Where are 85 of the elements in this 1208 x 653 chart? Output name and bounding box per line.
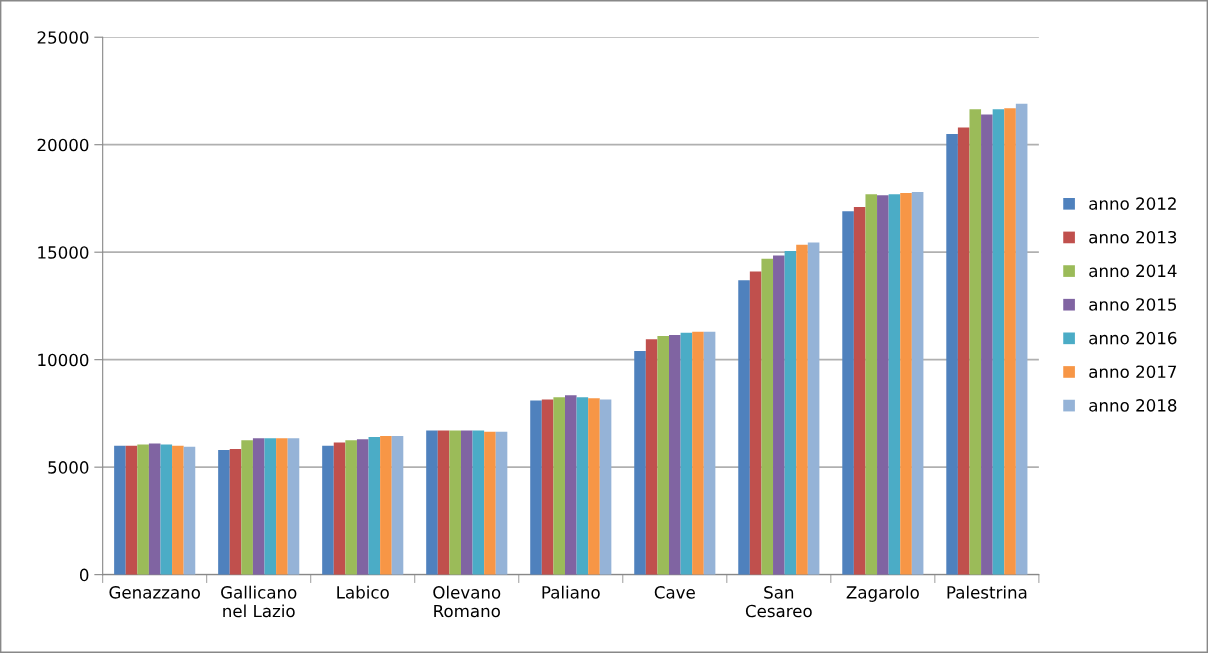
bar xyxy=(160,444,173,575)
bar xyxy=(842,211,854,575)
bar xyxy=(564,395,577,575)
bar xyxy=(380,435,392,575)
bar xyxy=(888,194,901,575)
bar xyxy=(541,399,554,575)
legend-label: anno 2012 xyxy=(1089,197,1176,210)
bar xyxy=(877,195,889,575)
bar xyxy=(900,193,912,575)
bar xyxy=(460,430,473,575)
y-tick-label: 0 xyxy=(79,568,89,582)
bar xyxy=(148,443,161,575)
bar xyxy=(472,430,485,575)
bar xyxy=(599,399,612,575)
bar xyxy=(345,440,357,575)
legend-label: anno 2014 xyxy=(1089,264,1177,278)
x-tick-label: Cave xyxy=(654,586,695,599)
bar xyxy=(218,449,230,575)
bar xyxy=(957,127,970,575)
legend-label: anno 2017 xyxy=(1089,365,1177,379)
x-tick-label: San Cesareo xyxy=(745,586,812,618)
x-tick-label: Olevano Romano xyxy=(433,585,501,618)
bar xyxy=(391,435,404,575)
bar xyxy=(1015,103,1028,575)
bar xyxy=(241,440,253,575)
bar xyxy=(703,331,716,575)
bar xyxy=(692,331,704,575)
bar xyxy=(322,445,334,575)
bar xyxy=(865,194,878,575)
bar xyxy=(252,438,265,575)
bar xyxy=(553,397,565,575)
x-tick-label: Labico xyxy=(337,585,389,599)
bar xyxy=(356,439,369,575)
bar xyxy=(576,397,589,575)
y-tick-label: 10000 xyxy=(38,353,89,367)
y-tick-label: 15000 xyxy=(38,246,89,259)
bar xyxy=(114,445,126,575)
bar xyxy=(125,445,138,575)
y-tick-label: 20000 xyxy=(37,138,89,152)
bar xyxy=(680,332,693,575)
bar xyxy=(333,442,346,575)
bar xyxy=(426,430,438,575)
legend-label: anno 2013 xyxy=(1089,230,1177,244)
bar xyxy=(645,339,658,575)
x-tick-label: Paliano xyxy=(542,585,600,599)
bar xyxy=(657,336,670,575)
y-tick-label: 25000 xyxy=(37,31,89,44)
bar xyxy=(437,430,450,575)
bar xyxy=(761,258,774,575)
bar xyxy=(634,351,646,575)
bar xyxy=(137,444,149,575)
bar xyxy=(784,251,797,575)
bar xyxy=(749,271,762,575)
bar xyxy=(276,438,288,575)
legend-label: anno 2018 xyxy=(1089,399,1177,412)
bar xyxy=(946,133,958,575)
x-tick-label: Palestrina xyxy=(947,585,1027,599)
bar xyxy=(1004,108,1016,575)
bar xyxy=(287,438,300,575)
bar xyxy=(969,109,982,575)
bar xyxy=(738,280,750,575)
bar xyxy=(853,207,866,575)
bar xyxy=(183,446,196,575)
x-tick-label: Genazzano xyxy=(109,586,200,599)
bar xyxy=(172,445,184,575)
bar xyxy=(495,431,508,575)
bar xyxy=(807,242,820,575)
bar xyxy=(992,109,1005,575)
bar xyxy=(911,192,924,575)
bar xyxy=(484,431,496,575)
bar xyxy=(449,430,461,575)
x-tick-label: Zagarolo xyxy=(846,585,919,602)
bar xyxy=(773,255,785,575)
bar xyxy=(530,400,542,575)
legend-label: anno 2016 xyxy=(1089,331,1177,345)
bar xyxy=(669,334,681,575)
bar xyxy=(588,398,600,575)
y-tick-label: 5000 xyxy=(48,461,89,474)
bar xyxy=(229,448,242,575)
bar xyxy=(981,114,993,575)
bar xyxy=(264,438,277,575)
bar xyxy=(368,437,381,575)
bar xyxy=(796,244,808,575)
x-tick-label: Gallicano nel Lazio xyxy=(221,585,297,618)
legend-label: anno 2015 xyxy=(1089,298,1177,311)
